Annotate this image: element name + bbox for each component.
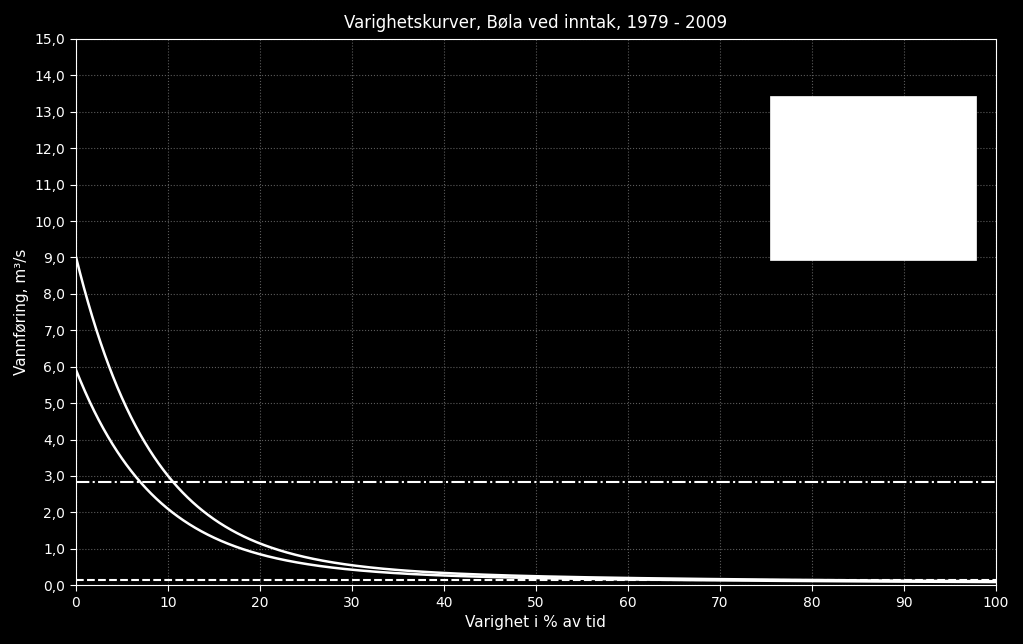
Title: Varighetskurver, Bøla ved inntak, 1979 - 2009: Varighetskurver, Bøla ved inntak, 1979 -… — [345, 14, 727, 32]
X-axis label: Varighet i % av tid: Varighet i % av tid — [465, 615, 607, 630]
Y-axis label: Vannføring, m³/s: Vannføring, m³/s — [14, 249, 29, 375]
